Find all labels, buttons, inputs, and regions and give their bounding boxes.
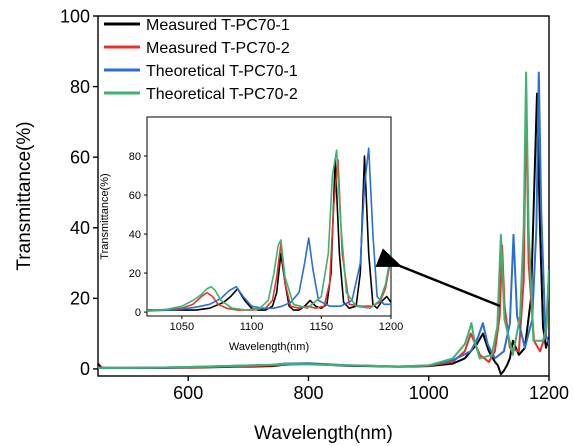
inset-y-tick-label-20: 20	[129, 268, 141, 280]
inset-y-tick-label-60: 60	[129, 190, 141, 202]
inset-x-tick-label-1200: 1200	[379, 321, 403, 333]
legend-label-theoretical-t-pc70-2: Theoretical T-PC70-2	[146, 86, 298, 103]
legend-label-measured-t-pc70-1: Measured T-PC70-1	[146, 17, 290, 34]
main-y-tick-label-100: 100	[60, 6, 90, 26]
inset-plot-frame	[146, 116, 392, 317]
inset-y-axis-title: Transmittance(%)	[99, 173, 111, 259]
inset-y-tick-label-0: 0	[135, 307, 141, 319]
main-series-theoretical-t-pc70-2	[98, 71, 549, 369]
legend-label-measured-t-pc70-2: Measured T-PC70-2	[146, 40, 290, 57]
main-y-axis-title: Transmittance(%)	[14, 121, 35, 270]
inset-x-tick-label-1150: 1150	[309, 321, 333, 333]
main-x-tick-label-600: 600	[173, 383, 203, 403]
main-x-axis-title: Wavelength(nm)	[254, 423, 393, 444]
main-y-tick-label-20: 20	[70, 289, 90, 309]
inset-x-tick-label-1050: 1050	[170, 321, 194, 333]
inset-series-measured-t-pc70-2	[147, 159, 391, 311]
inset-x-axis-title: Wavelength(nm)	[229, 341, 309, 353]
inset-series-theoretical-t-pc70-1	[147, 147, 391, 312]
inset-x-tick-label-1100: 1100	[240, 321, 264, 333]
main-y-tick-label-40: 40	[70, 218, 90, 238]
inset-plot: 1050 1100 1150 1200 0 20 40 60 80 Wavelength(nm) T…	[99, 116, 403, 353]
inset-series-theoretical-t-pc70-2	[147, 149, 391, 312]
main-y-tick-label-0: 0	[80, 359, 90, 379]
inset-y-tick-label-80: 80	[129, 151, 141, 163]
main-series-group	[98, 71, 549, 376]
legend: Measured T-PC70-1 Measured T-PC70-2 Theore…	[104, 17, 298, 103]
inset-series-group	[147, 147, 391, 312]
annotation-arrow	[375, 248, 501, 308]
main-x-tick-label-800: 800	[293, 383, 323, 403]
legend-label-theoretical-t-pc70-1: Theoretical T-PC70-1	[146, 63, 298, 80]
main-x-tick-label-1200: 1200	[529, 383, 569, 403]
main-y-tick-label-80: 80	[70, 77, 90, 97]
inset-y-tick-label-40: 40	[129, 229, 141, 241]
main-y-tick-label-60: 60	[70, 147, 90, 167]
zoom-arrow	[375, 248, 501, 308]
main-x-tick-label-1000: 1000	[409, 383, 449, 403]
